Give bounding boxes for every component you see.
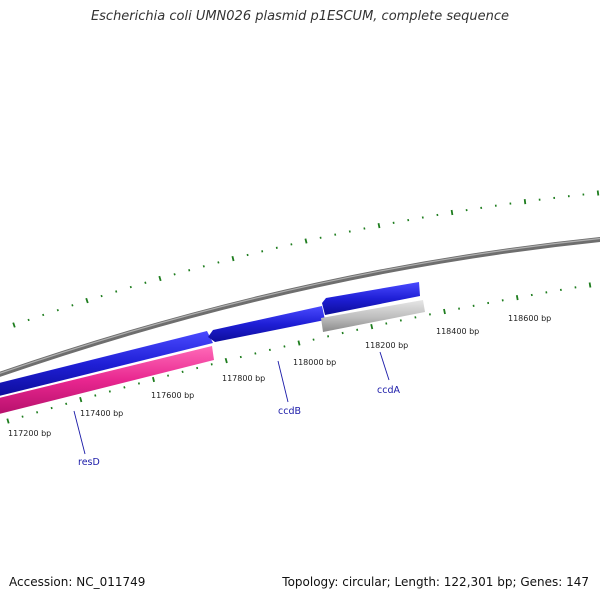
gene-label-resD: resD xyxy=(78,457,100,468)
outer-tick-minor xyxy=(100,294,103,298)
scale-label-117800: 117800 bp xyxy=(222,374,265,383)
map-summary-label: Topology: circular; Length: 122,301 bp; … xyxy=(282,575,589,589)
outer-tick-major xyxy=(450,209,454,216)
inner-tick-major xyxy=(79,396,83,403)
outer-tick-major xyxy=(158,275,162,282)
inner-tick-minor xyxy=(50,406,53,410)
inner-tick-minor xyxy=(65,402,68,406)
outer-tick-minor xyxy=(202,265,205,268)
inner-tick-minor xyxy=(312,338,315,341)
gene-arrow-ccdB xyxy=(208,306,325,342)
resD-leader-line xyxy=(73,410,86,455)
inner-tick-minor xyxy=(137,382,140,385)
ccdA-leader-line xyxy=(379,351,390,381)
accession-label: Accession: NC_011749 xyxy=(9,575,146,589)
map-title: Escherichia coli UMN026 plasmid p1ESCUM,… xyxy=(90,9,510,24)
outer-tick-minor xyxy=(115,290,118,293)
inner-tick-minor xyxy=(21,415,24,418)
inner-tick-minor xyxy=(36,411,39,414)
inner-tick-major xyxy=(443,308,446,315)
inner-tick-major xyxy=(152,376,155,383)
gene-arrow-resD xyxy=(0,346,214,414)
outer-tick-minor xyxy=(56,308,59,312)
inner-tick-major xyxy=(297,340,301,346)
ccdB-leader-line xyxy=(277,360,289,403)
scale-label-117400: 117400 bp xyxy=(80,409,123,418)
outer-tick-major xyxy=(85,297,89,304)
inner-tick-major xyxy=(224,357,228,364)
outer-tick-minor xyxy=(129,285,132,289)
outer-tick-major xyxy=(377,223,381,229)
inner-tick-minor xyxy=(94,394,97,397)
outer-scale-ticks xyxy=(12,190,600,328)
inner-tick-minor xyxy=(341,331,344,335)
scale-label-118600: 118600 bp xyxy=(508,314,551,323)
scale-label-118400: 118400 bp xyxy=(436,327,479,336)
inner-tick-major xyxy=(370,324,374,330)
gene-label-ccdA: ccdA xyxy=(377,385,400,396)
backbone-line xyxy=(0,237,600,377)
outer-tick-minor xyxy=(42,313,45,317)
inner-tick-minor xyxy=(254,352,257,355)
inner-tick-minor xyxy=(167,374,170,377)
outer-tick-minor xyxy=(188,269,191,272)
inner-tick-major xyxy=(588,282,592,288)
inner-tick-minor xyxy=(283,345,286,348)
scale-label-117200: 117200 bp xyxy=(8,429,51,438)
inner-scale-ticks xyxy=(6,282,592,424)
backbone-highlight xyxy=(0,237,600,374)
gene-label-ccdB: ccdB xyxy=(278,406,301,417)
gene-arrow-ccdA xyxy=(321,300,425,332)
outer-tick-major xyxy=(523,198,527,205)
outer-tick-major xyxy=(231,255,235,262)
outer-tick-minor xyxy=(71,304,74,307)
outer-tick-minor xyxy=(173,273,176,276)
scale-label-117600: 117600 bp xyxy=(151,391,194,400)
inner-tick-major xyxy=(6,418,10,424)
outer-tick-minor xyxy=(217,261,220,264)
inner-tick-minor xyxy=(108,390,111,393)
gene-arrow-blue-right xyxy=(322,282,420,315)
outer-tick-major xyxy=(596,190,600,196)
inner-tick-minor xyxy=(399,319,402,322)
outer-tick-major xyxy=(304,238,308,244)
outer-tick-minor xyxy=(144,281,147,284)
gene-arrow-blue-left xyxy=(0,331,213,396)
outer-tick-minor xyxy=(27,318,30,322)
scale-label-118000: 118000 bp xyxy=(293,358,336,367)
scale-label-118200: 118200 bp xyxy=(365,341,408,350)
inner-tick-minor xyxy=(181,370,184,374)
inner-tick-minor xyxy=(123,386,126,389)
outer-tick-major xyxy=(12,322,16,328)
inner-tick-major xyxy=(515,295,519,301)
inner-tick-minor xyxy=(196,366,199,370)
